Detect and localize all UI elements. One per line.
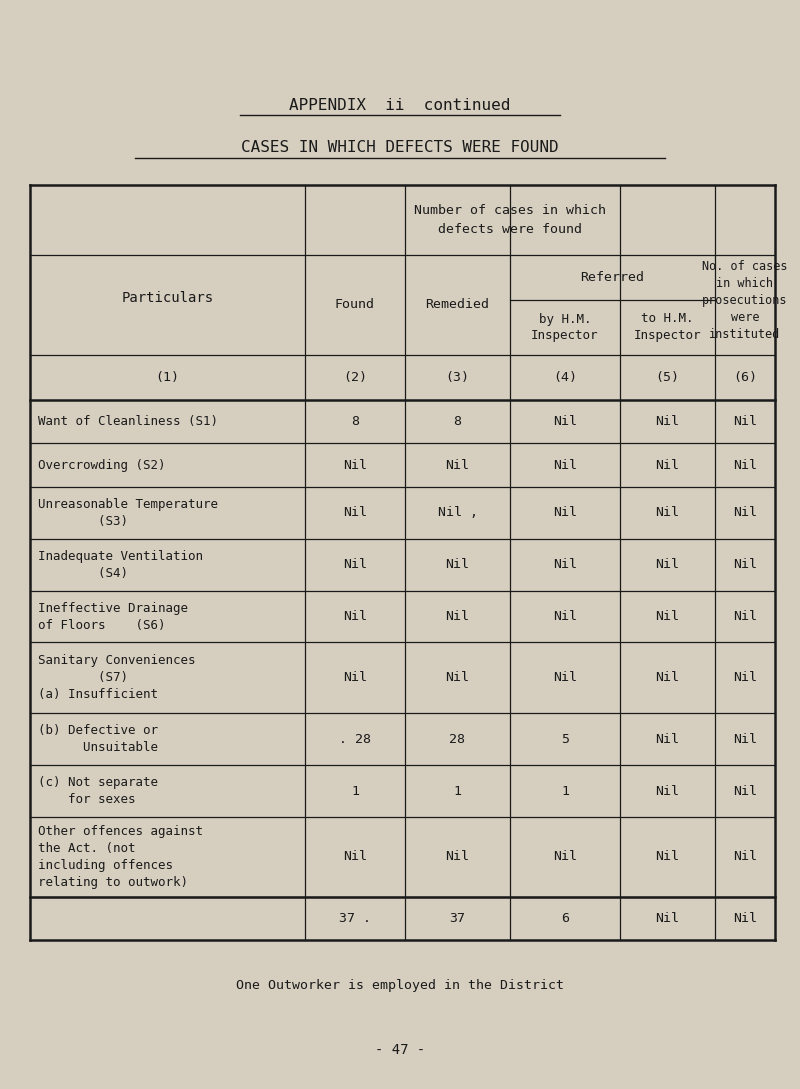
Text: Number of cases in which
defects were found: Number of cases in which defects were fo…: [414, 204, 606, 236]
Text: Nil: Nil: [655, 415, 679, 428]
Text: Found: Found: [335, 298, 375, 311]
Text: Unreasonable Temperature: Unreasonable Temperature: [38, 498, 218, 511]
Text: Remedied: Remedied: [426, 298, 490, 311]
Text: Nil: Nil: [446, 851, 470, 864]
Text: Nil: Nil: [655, 610, 679, 623]
Text: Overcrowding (S2): Overcrowding (S2): [38, 458, 166, 472]
Text: (6): (6): [733, 371, 757, 384]
Text: Nil: Nil: [343, 458, 367, 472]
Text: 5: 5: [561, 733, 569, 746]
Text: Nil: Nil: [343, 851, 367, 864]
Text: Nil: Nil: [733, 733, 757, 746]
Text: Nil: Nil: [553, 415, 577, 428]
Text: Referred: Referred: [581, 271, 645, 284]
Text: Nil: Nil: [655, 559, 679, 571]
Text: (S4): (S4): [38, 566, 128, 579]
Text: Nil: Nil: [553, 559, 577, 571]
Text: Nil: Nil: [655, 733, 679, 746]
Text: Nil: Nil: [553, 458, 577, 472]
Text: (a) Insufficient: (a) Insufficient: [38, 688, 158, 701]
Text: CASES IN WHICH DEFECTS WERE FOUND: CASES IN WHICH DEFECTS WERE FOUND: [241, 140, 559, 156]
Text: Nil: Nil: [733, 785, 757, 798]
Text: Nil: Nil: [446, 672, 470, 685]
Text: for sexes: for sexes: [38, 793, 135, 806]
Text: (S7): (S7): [38, 672, 128, 685]
Text: Inadequate Ventilation: Inadequate Ventilation: [38, 550, 203, 563]
Text: Nil: Nil: [553, 610, 577, 623]
Text: One Outworker is employed in the District: One Outworker is employed in the Distric…: [236, 979, 564, 991]
Text: Nil: Nil: [733, 851, 757, 864]
Text: Nil: Nil: [553, 506, 577, 519]
Text: (3): (3): [446, 371, 470, 384]
Text: Nil: Nil: [655, 458, 679, 472]
Text: 1: 1: [561, 785, 569, 798]
Text: by H.M.
Inspector: by H.M. Inspector: [531, 313, 598, 343]
Text: Nil: Nil: [655, 506, 679, 519]
Text: Nil: Nil: [343, 506, 367, 519]
Text: (2): (2): [343, 371, 367, 384]
Text: Nil: Nil: [655, 911, 679, 925]
Text: Nil: Nil: [733, 415, 757, 428]
Text: Nil: Nil: [343, 672, 367, 685]
Text: APPENDIX  ii  continued: APPENDIX ii continued: [290, 98, 510, 112]
Text: Nil: Nil: [733, 559, 757, 571]
Text: 8: 8: [454, 415, 462, 428]
Text: 37: 37: [450, 911, 466, 925]
Text: . 28: . 28: [339, 733, 371, 746]
Text: (5): (5): [655, 371, 679, 384]
Text: Unsuitable: Unsuitable: [38, 742, 158, 755]
Text: Nil: Nil: [655, 785, 679, 798]
Text: relating to outwork): relating to outwork): [38, 876, 188, 889]
Text: Nil: Nil: [733, 911, 757, 925]
Text: of Floors    (S6): of Floors (S6): [38, 619, 166, 632]
Text: Nil: Nil: [553, 851, 577, 864]
Text: Ineffective Drainage: Ineffective Drainage: [38, 601, 188, 614]
Text: 28: 28: [450, 733, 466, 746]
Text: No. of cases
in which
prosecutions
were
instituted: No. of cases in which prosecutions were …: [702, 260, 788, 341]
Text: Particulars: Particulars: [122, 291, 214, 305]
Text: Sanitary Conveniences: Sanitary Conveniences: [38, 654, 195, 668]
Text: (c) Not separate: (c) Not separate: [38, 776, 158, 790]
Text: Nil: Nil: [343, 610, 367, 623]
Text: Nil: Nil: [733, 506, 757, 519]
Text: the Act. (not: the Act. (not: [38, 842, 135, 855]
Text: Nil: Nil: [446, 610, 470, 623]
Text: Nil: Nil: [446, 559, 470, 571]
Text: Nil: Nil: [733, 610, 757, 623]
Text: Want of Cleanliness (S1): Want of Cleanliness (S1): [38, 415, 218, 428]
Text: Nil: Nil: [733, 672, 757, 685]
Text: 1: 1: [351, 785, 359, 798]
Text: Nil ,: Nil ,: [438, 506, 478, 519]
Text: 37 .: 37 .: [339, 911, 371, 925]
Text: to H.M.
Inspector: to H.M. Inspector: [634, 313, 702, 343]
Text: Nil: Nil: [655, 851, 679, 864]
Text: Nil: Nil: [655, 672, 679, 685]
Text: Nil: Nil: [446, 458, 470, 472]
Text: Other offences against: Other offences against: [38, 824, 203, 837]
Text: Nil: Nil: [733, 458, 757, 472]
Text: including offences: including offences: [38, 859, 173, 872]
Text: (S3): (S3): [38, 515, 128, 528]
Text: 1: 1: [454, 785, 462, 798]
Text: (4): (4): [553, 371, 577, 384]
Text: Nil: Nil: [553, 672, 577, 685]
Text: (b) Defective or: (b) Defective or: [38, 724, 158, 737]
Text: - 47 -: - 47 -: [375, 1043, 425, 1057]
Text: 6: 6: [561, 911, 569, 925]
Text: Nil: Nil: [343, 559, 367, 571]
Text: (1): (1): [155, 371, 179, 384]
Text: 8: 8: [351, 415, 359, 428]
